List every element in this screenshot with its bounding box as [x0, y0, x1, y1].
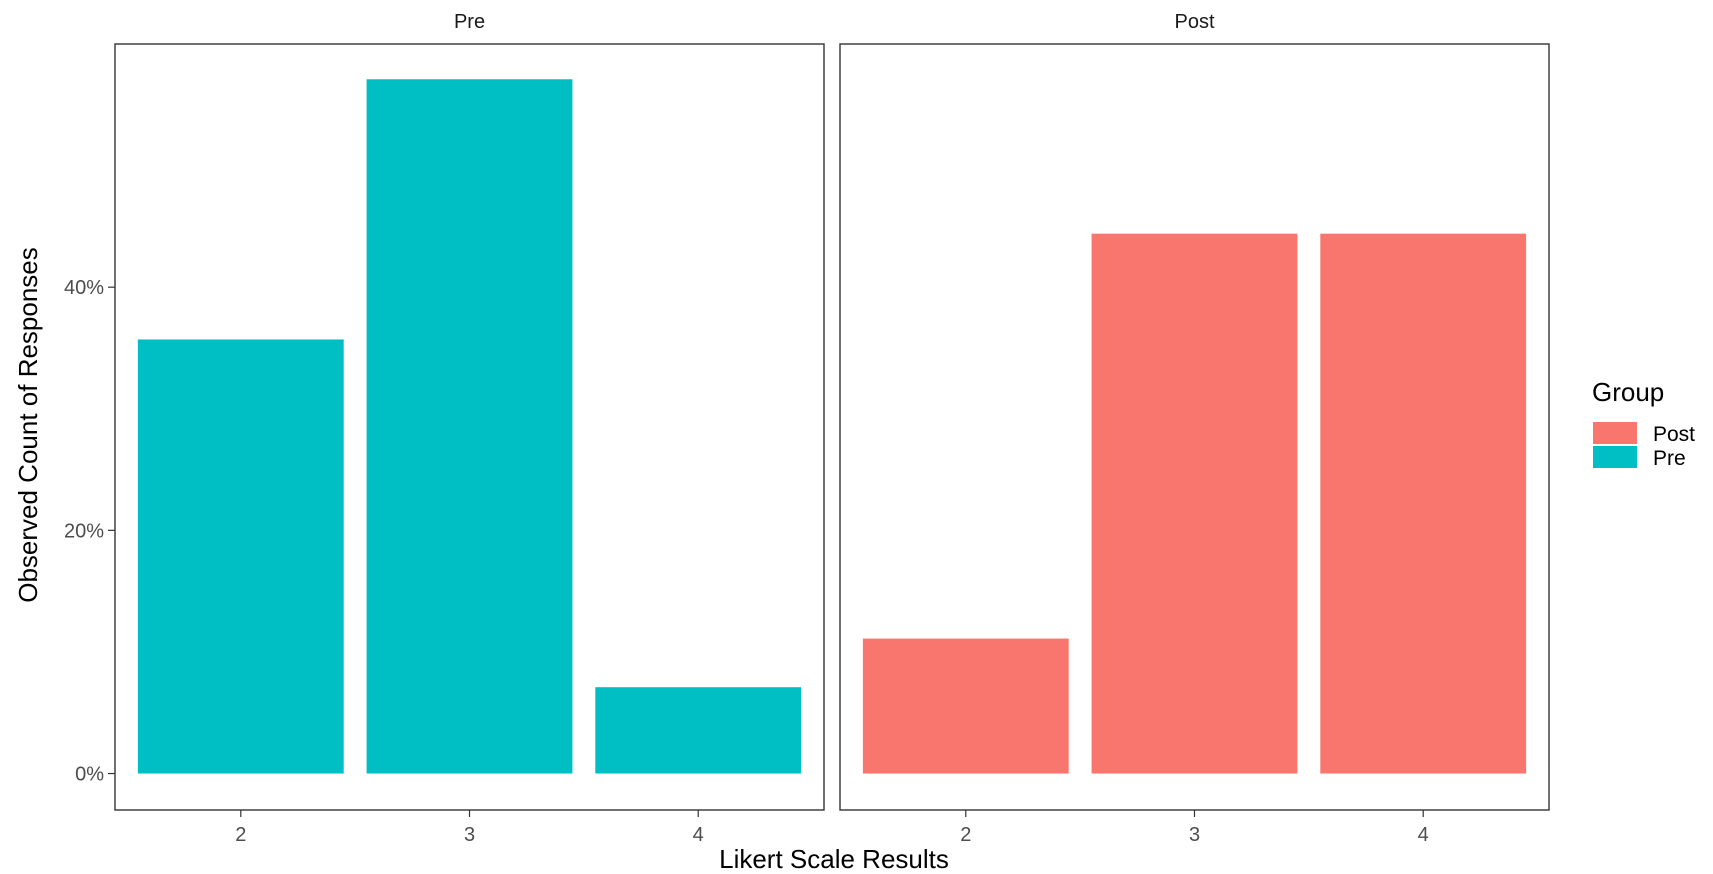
y-axis: 0% 20% 40% — [64, 277, 115, 786]
bar-post-3 — [1091, 233, 1298, 774]
legend-label-pre: Pre — [1653, 447, 1686, 470]
panel-border — [839, 43, 1550, 811]
legend-key-post — [1593, 422, 1637, 444]
bar-pre-4 — [595, 687, 802, 774]
x-tick-label: 3 — [1189, 824, 1200, 846]
bar-post-2 — [862, 638, 1069, 774]
x-tick-label: 2 — [235, 824, 246, 846]
panel-border — [114, 43, 825, 811]
x-tick-label: 4 — [693, 824, 704, 846]
panel-pre: Pre 2 3 4 — [114, 11, 825, 846]
bar-pre-3 — [366, 79, 573, 774]
facet-strip-label: Pre — [454, 11, 485, 33]
panel-post: Post 2 3 4 — [839, 11, 1550, 846]
y-tick-label: 40% — [64, 277, 104, 299]
y-tick-label: 0% — [75, 764, 104, 786]
legend-key-pre — [1593, 446, 1637, 468]
x-tick-label: 3 — [464, 824, 475, 846]
bar-post-4 — [1320, 233, 1527, 774]
y-tick-label: 20% — [64, 520, 104, 542]
legend-title: Group — [1592, 377, 1664, 407]
bar-pre-2 — [137, 339, 344, 774]
legend-label-post: Post — [1653, 423, 1695, 446]
x-tick-label: 2 — [960, 824, 971, 846]
y-axis-title: Observed Count of Responses — [13, 247, 43, 603]
chart-panels: Pre 2 3 4 Post 2 3 4 — [114, 11, 1550, 846]
facet-strip-label: Post — [1174, 11, 1214, 33]
x-tick-label: 4 — [1418, 824, 1429, 846]
x-axis-title: Likert Scale Results — [719, 844, 949, 874]
